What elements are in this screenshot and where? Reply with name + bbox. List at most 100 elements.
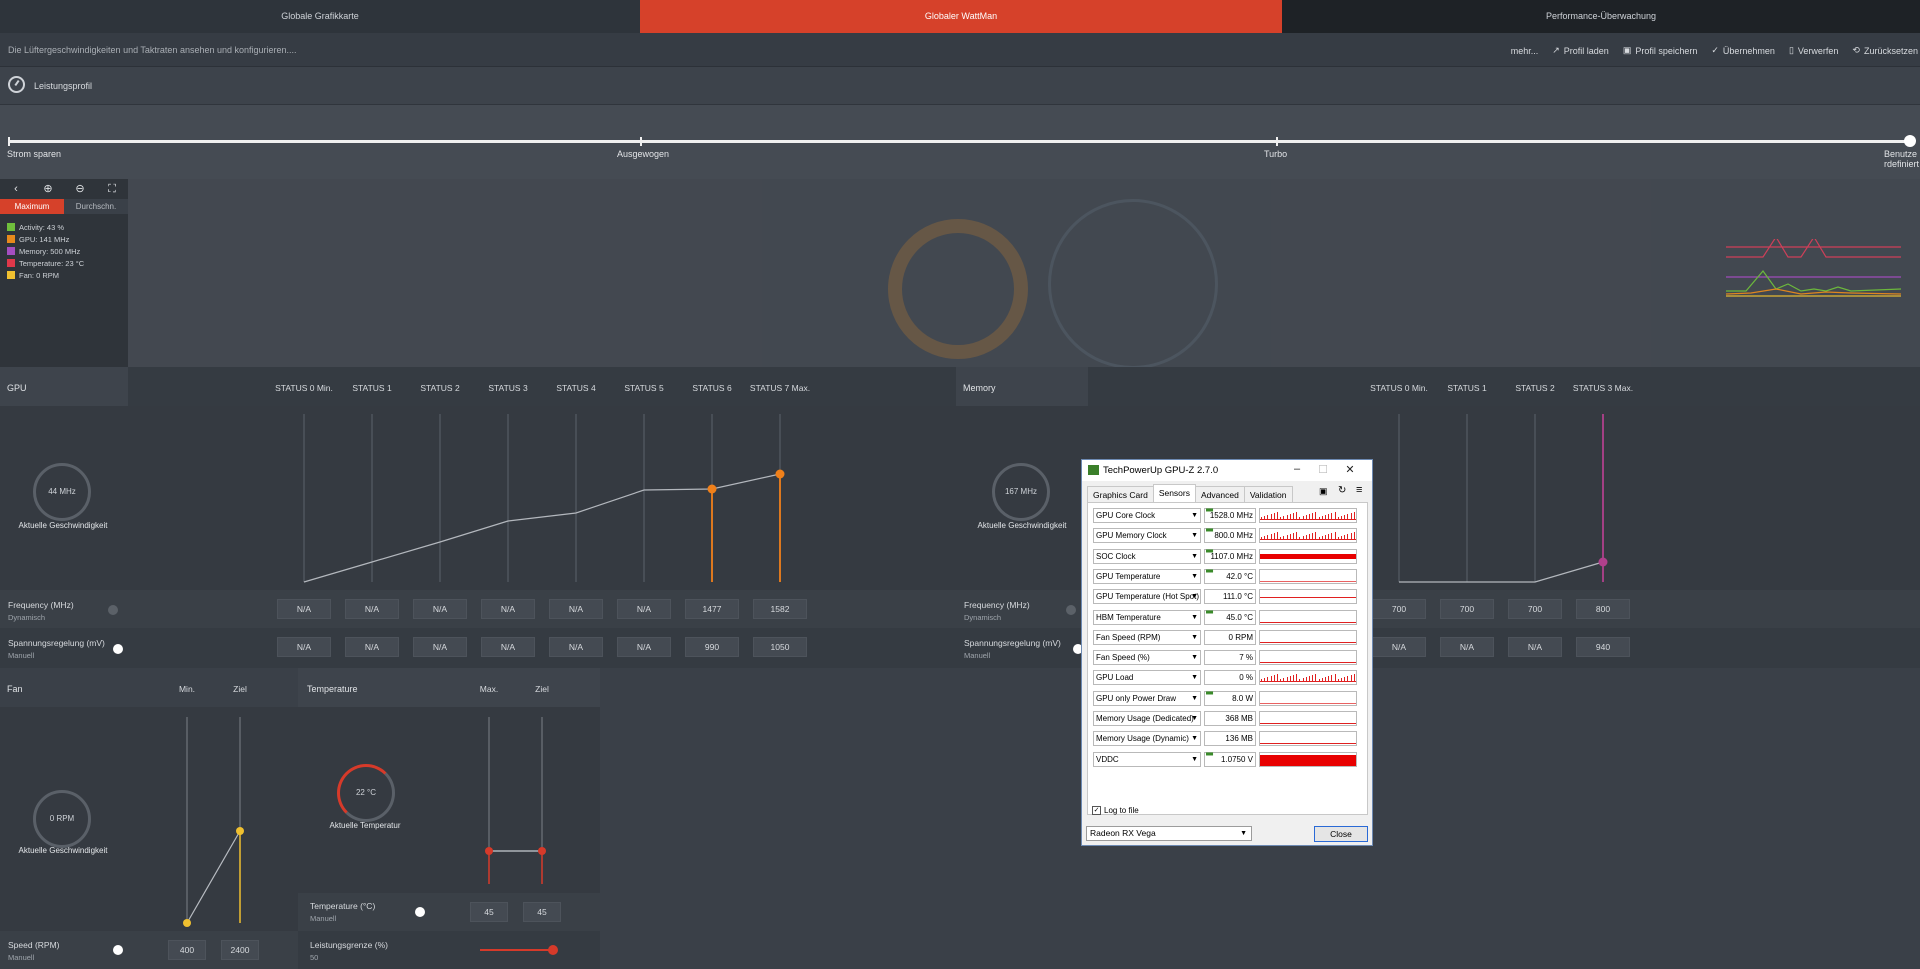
average-toggle[interactable]: Durchschn. — [64, 199, 128, 214]
gpu-frequency-value[interactable]: N/A — [481, 599, 535, 619]
memory-frequency-value[interactable]: 700 — [1372, 599, 1426, 619]
fan-min-handle — [183, 919, 191, 927]
legend-item[interactable]: Activity: 43 % — [0, 221, 128, 233]
sensor-name-select[interactable]: GPU only Power Draw ▼ — [1093, 690, 1201, 706]
profile-slider-track[interactable] — [8, 140, 1911, 143]
tab-performance-monitoring[interactable]: Performance-Überwachung — [1282, 0, 1920, 33]
close-icon[interactable]: ✕ — [1345, 464, 1355, 476]
sensor-name-select[interactable]: Memory Usage (Dynamic) ▼ — [1093, 731, 1201, 747]
legend-item[interactable]: Temperature: 23 °C — [0, 257, 128, 269]
sensor-name-select[interactable]: Memory Usage (Dedicated) ▼ — [1093, 711, 1201, 726]
log-to-file[interactable]: ✓ Log to file — [1092, 806, 1139, 815]
legend-item[interactable]: Memory: 500 MHz — [0, 245, 128, 257]
sensor-name-select[interactable]: GPU Memory Clock ▼ — [1093, 528, 1201, 544]
sensor-name-select[interactable]: GPU Temperature (Hot Spot) ▼ — [1093, 589, 1201, 605]
chevron-down-icon: ▼ — [1191, 654, 1198, 662]
legend-item[interactable]: GPU: 141 MHz — [0, 233, 128, 245]
fan-target-value[interactable]: 2400 — [221, 940, 259, 960]
refresh-icon[interactable]: ↻ — [1338, 485, 1347, 496]
memory-voltage-value[interactable]: N/A — [1372, 637, 1426, 657]
memory-frequency-value[interactable]: 700 — [1440, 599, 1494, 619]
tab-global-graphics[interactable]: Globale Grafikkarte — [281, 11, 359, 21]
legend-item[interactable]: Fan: 0 RPM — [0, 269, 128, 281]
tab-global-wattman[interactable]: Globaler WattMan — [640, 0, 1282, 33]
zoom-in-icon[interactable]: ⊕ — [43, 183, 53, 195]
gpu-voltage-value[interactable]: N/A — [549, 637, 603, 657]
sensor-name-select[interactable]: SOC Clock ▼ — [1093, 548, 1201, 564]
reset-zoom-icon[interactable]: ⛶ — [108, 183, 116, 195]
legend-checkbox[interactable] — [7, 247, 15, 255]
gpu-voltage-value[interactable]: N/A — [481, 637, 535, 657]
gpu-voltage-value[interactable]: 1050 — [753, 637, 807, 657]
gpu-frequency-value[interactable]: N/A — [345, 599, 399, 619]
device-select[interactable]: Radeon RX Vega ▼ — [1086, 826, 1252, 841]
camera-icon[interactable]: ▣ — [1319, 486, 1328, 496]
gpuz-close-button[interactable]: Close — [1314, 826, 1368, 842]
sensor-name-select[interactable]: VDDC ▼ — [1093, 751, 1201, 767]
gpuz-tab-sensors[interactable]: Sensors — [1152, 484, 1196, 503]
sensor-name-select[interactable]: GPU Load ▼ — [1093, 670, 1201, 686]
legend-checkbox[interactable] — [7, 223, 15, 231]
gpu-frequency-toggle[interactable] — [108, 605, 118, 615]
sensor-name-select[interactable]: HBM Temperature ▼ — [1093, 609, 1201, 625]
gpu-voltage-value[interactable]: N/A — [413, 637, 467, 657]
sensor-name-select[interactable]: Fan Speed (%) ▼ — [1093, 650, 1201, 666]
gpuz-tab-validation[interactable]: Validation — [1243, 486, 1293, 505]
memory-voltage-value[interactable]: N/A — [1508, 637, 1562, 657]
memory-frequency-value[interactable]: 800 — [1576, 599, 1630, 619]
fan-speed-toggle[interactable] — [113, 945, 123, 955]
gpu-frequency-value[interactable]: N/A — [277, 599, 331, 619]
gpuz-titlebar[interactable]: TechPowerUp GPU-Z 2.7.0 – ☐ ✕ — [1082, 460, 1372, 481]
gpuz-logo-icon — [1088, 465, 1099, 475]
log-checkbox[interactable]: ✓ — [1092, 806, 1101, 815]
legend-checkbox[interactable] — [7, 271, 15, 279]
gpu-voltage-value[interactable]: N/A — [277, 637, 331, 657]
memory-voltage-value[interactable]: N/A — [1440, 637, 1494, 657]
gpu-frequency-curve[interactable] — [0, 406, 956, 590]
load-profile-button[interactable]: ↗ Profil laden — [1552, 45, 1609, 56]
menu-icon[interactable]: ≡ — [1356, 484, 1363, 496]
gpu-voltage-value[interactable]: N/A — [617, 637, 671, 657]
slider-stop[interactable] — [640, 137, 642, 146]
gpu-frequency-value[interactable]: N/A — [413, 599, 467, 619]
gpu-voltage-value[interactable]: 990 — [685, 637, 739, 657]
legend-checkbox[interactable] — [7, 259, 15, 267]
sensor-name-select[interactable]: GPU Core Clock ▼ — [1093, 508, 1201, 523]
power-limit-slider[interactable] — [480, 949, 552, 951]
gpu-frequency-value[interactable]: 1477 — [685, 599, 739, 619]
back-icon[interactable]: ‹ — [14, 183, 18, 195]
discard-button[interactable]: ▯ Verwerfen — [1788, 45, 1839, 56]
gpu-voltage-value[interactable]: N/A — [345, 637, 399, 657]
temp-target-value[interactable]: 45 — [523, 902, 561, 922]
sensor-name-select[interactable]: GPU Temperature ▼ — [1093, 568, 1201, 584]
slider-stop[interactable] — [8, 137, 10, 146]
maximum-toggle[interactable]: Maximum — [0, 199, 64, 214]
power-limit-handle[interactable] — [548, 945, 558, 955]
temperature-toggle[interactable] — [415, 907, 425, 917]
save-profile-button[interactable]: ▣ Profil speichern — [1622, 45, 1698, 56]
fan-min-value[interactable]: 400 — [168, 940, 206, 960]
gpu-voltage-toggle[interactable] — [113, 644, 123, 654]
slider-stop[interactable] — [1276, 137, 1278, 146]
sensor-row: Memory Usage (Dynamic) ▼ 136 MB — [1093, 730, 1364, 747]
zoom-out-icon[interactable]: ⊖ — [75, 183, 85, 195]
more-link[interactable]: mehr... — [1510, 45, 1539, 56]
sensor-name-select[interactable]: Fan Speed (RPM) ▼ — [1093, 629, 1201, 645]
memory-voltage-toggle[interactable] — [1073, 644, 1083, 654]
temp-max-value[interactable]: 45 — [470, 902, 508, 922]
gpu-frequency-value[interactable]: 1582 — [753, 599, 807, 619]
fan-curve[interactable] — [0, 707, 298, 931]
memory-frequency-curve[interactable] — [956, 406, 1920, 590]
reset-button[interactable]: ⟲ Zurücksetzen — [1852, 45, 1918, 56]
memory-frequency-toggle[interactable] — [1066, 605, 1076, 615]
legend-checkbox[interactable] — [7, 235, 15, 243]
maximize-icon[interactable]: ☐ — [1318, 464, 1328, 476]
gpu-frequency-value[interactable]: N/A — [617, 599, 671, 619]
apply-button[interactable]: ✓ Übernehmen — [1711, 45, 1775, 56]
minimize-icon[interactable]: – — [1293, 463, 1301, 475]
memory-frequency-value[interactable]: 700 — [1508, 599, 1562, 619]
temperature-curve[interactable] — [298, 707, 600, 893]
profile-slider-handle[interactable] — [1904, 135, 1916, 147]
gpu-frequency-value[interactable]: N/A — [549, 599, 603, 619]
memory-voltage-value[interactable]: 940 — [1576, 637, 1630, 657]
